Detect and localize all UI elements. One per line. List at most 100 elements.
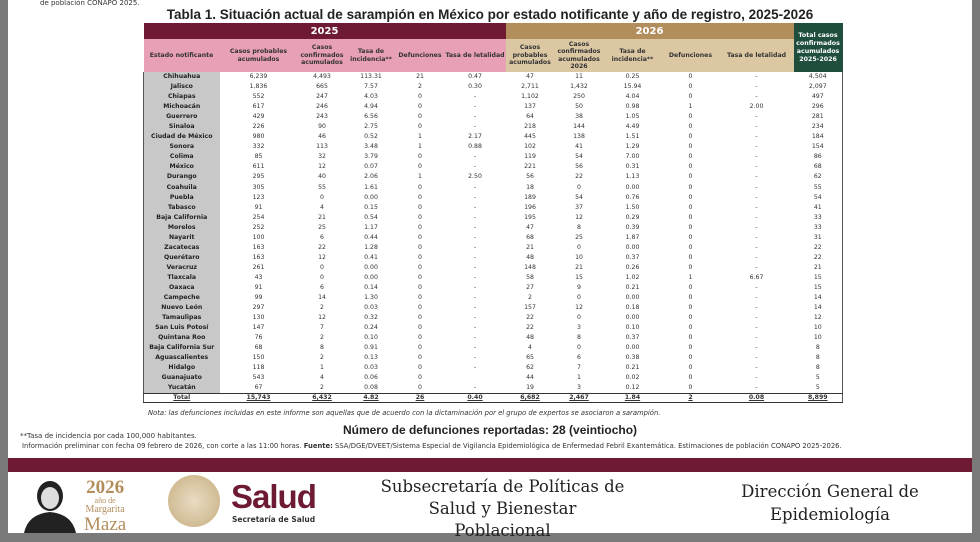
cell-2025-incidencia: 0.00 (364, 263, 378, 271)
cell-2025-incidencia: 7.57 (364, 83, 378, 91)
cell-total-confirmados: 8 (815, 344, 820, 352)
cell-2026-probables: 148 (524, 263, 536, 271)
cell-2025-probables: 254 (252, 213, 265, 221)
table-row: Tabasco 91 4 0.15 0 - 196 37 1.50 0 - 41 (143, 202, 843, 213)
cell-2026-letalidad: - (755, 73, 758, 81)
cell-2026-probables: 44 (526, 374, 534, 382)
cell-2026-incidencia: 0.31 (625, 163, 640, 171)
cell-2025-incidencia: 0.10 (364, 334, 378, 342)
cell-2026-defunciones: 0 (688, 384, 693, 392)
cell-2025-defunciones: 0 (418, 284, 422, 291)
cell-2026-defunciones: 0 (688, 364, 693, 372)
cell-2025-letalidad: - (473, 223, 477, 231)
cell-2025-probables: 226 (252, 123, 265, 131)
cell-2026-probables: 2 (528, 294, 532, 302)
cell-2026-probables: 18 (526, 183, 534, 191)
cell-2026-confirmados: 54 (575, 193, 583, 201)
cell-2026-probables: 64 (526, 113, 534, 121)
cell-estado: Veracruz (143, 262, 220, 273)
cell-2025-probables: 295 (252, 173, 265, 181)
cell-estado: Colima (143, 152, 220, 163)
cell-2025-probables: 91 (254, 203, 263, 211)
cell-2026-letalidad: - (755, 183, 758, 191)
table-row: Nuevo León 297 2 0.03 0 - 157 12 0.18 0 - 14 (143, 303, 843, 314)
cell-2026-defunciones: 0 (688, 294, 693, 302)
cell-2025-letalidad: - (473, 113, 477, 121)
cell-2026-confirmados: 25 (575, 233, 583, 241)
cell-2026-letalidad: - (755, 143, 758, 151)
cell-total-confirmados: 14 (813, 294, 822, 302)
col-2026-probables: Casos probables acumulados (505, 39, 555, 72)
cell-estado: Coahuila (143, 182, 220, 193)
cell-2026-incidencia: 1.50 (625, 203, 640, 211)
cell-2025-probables: 6,239 (249, 73, 268, 81)
table-row: Campeche 99 14 1.30 0 - 2 0 0.00 0 - 14 (143, 293, 843, 304)
table-body: Chihuahua 6,239 4,493 113.31 21 0.47 47 11 0.25 0… (143, 72, 843, 404)
cell-2025-letalidad: - (473, 324, 477, 332)
cell-2025-letalidad: - (473, 354, 477, 362)
cell-estado: Total (143, 393, 220, 404)
cell-2026-confirmados: 1,432 (570, 83, 588, 91)
cell-2026-letalidad: - (755, 384, 758, 392)
cell-2025-defunciones: 0 (418, 263, 422, 271)
cell-estado: Campeche (143, 293, 220, 304)
cell-2025-confirmados: 243 (316, 113, 328, 121)
cell-total-confirmados: 33 (813, 223, 822, 231)
cell-2025-probables: 163 (252, 253, 265, 261)
table-row: Nayarit 100 6 0.44 0 - 68 25 1.87 0 - 31 (143, 232, 843, 243)
cell-2026-confirmados: 50 (575, 103, 583, 111)
cell-2025-letalidad: - (473, 233, 477, 241)
cell-2026-probables: 137 (524, 103, 536, 111)
cell-total-confirmados: 15 (813, 273, 822, 281)
cell-total-confirmados: 8,899 (793, 393, 843, 404)
cell-2026-letalidad: - (755, 193, 758, 201)
cell-2026-letalidad: - (755, 213, 758, 221)
cell-total-confirmados: 22 (813, 253, 822, 261)
cell-2026-probables: 6,682 (505, 393, 555, 404)
cell-2026-probables: 1,102 (521, 93, 539, 101)
cell-2025-confirmados: 1 (320, 364, 324, 372)
mm-line3: Maza (84, 514, 127, 535)
cell-2026-letalidad: - (755, 223, 758, 231)
cell-total-confirmados: 4,504 (808, 73, 827, 81)
cell-2026-defunciones: 0 (688, 193, 693, 201)
cell-2025-defunciones: 0 (418, 374, 422, 382)
table-row: Morelos 252 25 1.17 0 - 47 8 0.39 0 - 33 (143, 222, 843, 233)
cell-2026-incidencia: 0.00 (625, 344, 640, 352)
cell-2025-incidencia: 0.06 (364, 374, 378, 382)
cell-total-confirmados: 5 (815, 384, 820, 392)
cell-2026-probables: 58 (526, 273, 534, 281)
cell-2025-confirmados: 6 (320, 233, 324, 241)
table-row: Michoacán 617 246 4.94 0 - 137 50 0.98 1 2.00 296 (143, 102, 843, 113)
cell-2026-confirmados: 1 (577, 374, 581, 382)
cell-2025-confirmados: 246 (316, 103, 328, 111)
cell-total-confirmados: 296 (811, 103, 824, 111)
cell-2025-defunciones: 0 (418, 123, 422, 131)
cell-2026-probables: 218 (524, 123, 536, 131)
cell-2026-incidencia: 0.21 (625, 364, 640, 372)
cell-2026-letalidad: - (755, 83, 758, 91)
cell-2026-letalidad: - (755, 344, 758, 352)
cell-2025-defunciones: 21 (416, 73, 424, 81)
cell-2025-confirmados: 21 (318, 213, 326, 221)
cell-2026-defunciones: 0 (688, 253, 693, 261)
cell-2026-letalidad: 6.67 (749, 273, 764, 281)
cell-2025-confirmados: 6 (320, 284, 324, 291)
cell-2026-defunciones: 0 (688, 243, 693, 251)
cell-estado: Nuevo León (143, 303, 220, 314)
cell-2025-defunciones: 0 (418, 163, 422, 171)
cell-2026-defunciones: 0 (688, 83, 693, 91)
cell-2026-defunciones: 0 (688, 113, 693, 121)
table-row: Sinaloa 226 90 2.75 0 - 218 144 4.49 0 - 234 (143, 122, 843, 133)
cell-2025-defunciones: 0 (418, 213, 422, 221)
cell-2026-defunciones: 0 (688, 203, 693, 211)
cell-2026-defunciones: 0 (688, 374, 693, 382)
cell-2026-defunciones: 0 (688, 173, 693, 181)
cell-2025-defunciones: 0 (418, 253, 422, 261)
cell-2026-defunciones: 1 (688, 103, 693, 111)
cell-2026-defunciones: 0 (688, 163, 693, 171)
cell-2026-confirmados: 3 (577, 324, 581, 332)
cell-2025-probables: 1,836 (249, 83, 268, 91)
cell-2026-defunciones: 2 (661, 393, 720, 404)
cell-total-confirmados: 12 (813, 314, 822, 322)
